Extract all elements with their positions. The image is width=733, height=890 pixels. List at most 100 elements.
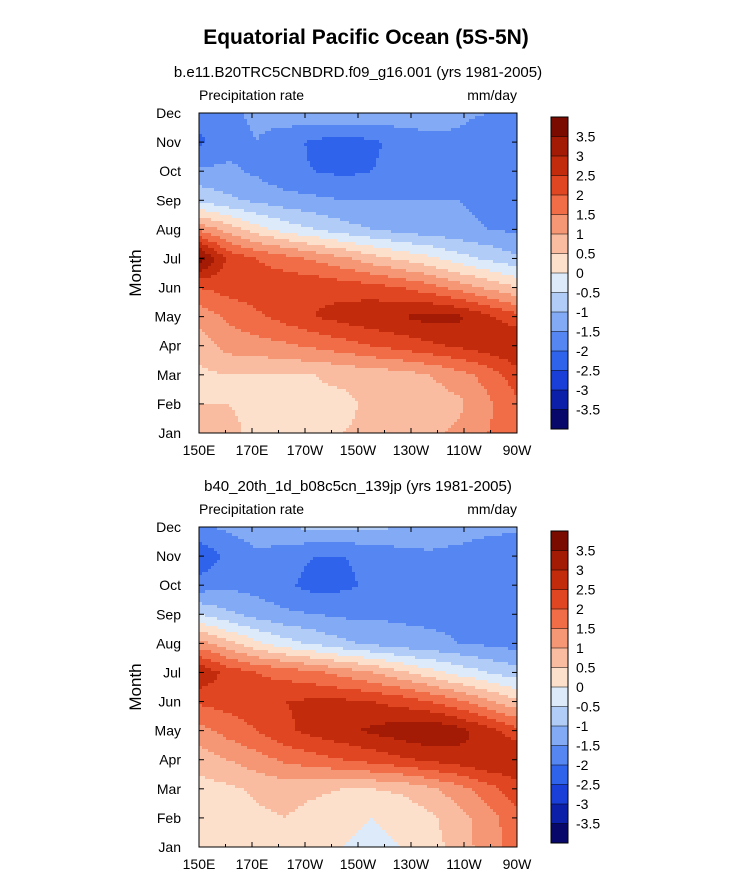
contour-cell	[385, 203, 389, 207]
contour-cell	[397, 200, 401, 204]
contour-cell	[418, 140, 422, 144]
contour-cell	[394, 167, 398, 171]
contour-cell	[382, 191, 386, 195]
contour-cell	[400, 119, 404, 123]
contour-cell	[457, 152, 461, 156]
contour-cell	[514, 188, 517, 192]
contour-cell	[436, 170, 440, 174]
contour-cell	[502, 140, 506, 144]
contour-cell	[460, 119, 464, 123]
contour-cell	[253, 206, 257, 210]
contour-cell	[412, 131, 416, 135]
contour-cell	[403, 227, 407, 231]
contour-cell	[466, 242, 470, 246]
contour-cell	[337, 248, 341, 252]
contour-cell	[493, 206, 497, 210]
contour-cell	[205, 185, 209, 189]
contour-cell	[412, 251, 416, 255]
contour-cell	[295, 185, 299, 189]
contour-cell	[397, 119, 401, 123]
contour-cell	[475, 218, 479, 222]
contour-cell	[421, 113, 425, 117]
contour-cell	[262, 182, 266, 186]
contour-cell	[472, 152, 476, 156]
contour-cell	[388, 158, 392, 162]
contour-cell	[346, 224, 350, 228]
contour-cell	[472, 122, 476, 126]
contour-cell	[376, 212, 380, 216]
contour-cell	[310, 122, 314, 126]
contour-cell	[232, 146, 236, 150]
contour-cell	[454, 137, 458, 141]
contour-cell	[280, 158, 284, 162]
contour-cell	[454, 161, 458, 165]
contour-cell	[409, 134, 413, 138]
contour-cell	[292, 212, 296, 216]
contour-cell	[343, 149, 347, 153]
contour-cell	[289, 164, 293, 168]
contour-cell	[325, 149, 329, 153]
contour-cell	[514, 170, 517, 174]
contour-cell	[334, 173, 338, 177]
contour-cell	[346, 125, 350, 129]
contour-cell	[373, 248, 377, 252]
contour-cell	[469, 251, 473, 255]
contour-cell	[295, 134, 299, 138]
contour-cell	[355, 116, 359, 120]
contour-cell	[493, 128, 497, 132]
contour-cell	[382, 224, 386, 228]
contour-cell	[253, 149, 257, 153]
contour-cell	[253, 116, 257, 120]
contour-cell	[217, 203, 221, 207]
contour-cell	[310, 182, 314, 186]
contour-cell	[325, 248, 329, 252]
contour-cell	[367, 119, 371, 123]
contour-cell	[334, 170, 338, 174]
contour-cell	[349, 200, 353, 204]
contour-cell	[403, 224, 407, 228]
contour-cell	[283, 158, 287, 162]
contour-cell	[403, 185, 407, 189]
contour-cell	[421, 242, 425, 246]
contour-cell	[241, 242, 245, 246]
contour-cell	[355, 125, 359, 129]
contour-cell	[379, 158, 383, 162]
contour-cell	[358, 239, 362, 243]
contour-cell	[478, 233, 482, 237]
contour-cell	[502, 131, 506, 135]
contour-cell	[349, 137, 353, 141]
contour-cell	[463, 125, 467, 129]
contour-cell	[460, 149, 464, 153]
contour-cell	[454, 119, 458, 123]
contour-cell	[307, 188, 311, 192]
contour-cell	[199, 200, 203, 204]
contour-cell	[253, 152, 257, 156]
contour-cell	[247, 185, 251, 189]
contour-cell	[385, 167, 389, 171]
contour-cell	[463, 197, 467, 201]
contour-cell	[277, 218, 281, 222]
contour-cell	[433, 182, 437, 186]
contour-cell	[289, 248, 293, 252]
contour-cell	[484, 149, 488, 153]
contour-cell	[238, 119, 242, 123]
contour-cell	[241, 212, 245, 216]
contour-cell	[331, 152, 335, 156]
contour-cell	[397, 206, 401, 210]
contour-cell	[313, 218, 317, 222]
contour-cell	[301, 230, 305, 234]
contour-cell	[487, 119, 491, 123]
contour-cell	[250, 203, 254, 207]
contour-cell	[292, 251, 296, 255]
contour-cell	[367, 179, 371, 183]
contour-cell	[271, 149, 275, 153]
contour-cell	[472, 128, 476, 132]
contour-cell	[319, 137, 323, 141]
contour-cell	[451, 149, 455, 153]
contour-cell	[241, 206, 245, 210]
contour-cell	[316, 215, 320, 219]
contour-cell	[331, 248, 335, 252]
contour-cell	[310, 131, 314, 135]
contour-cell	[274, 245, 278, 249]
contour-cell	[367, 251, 371, 255]
